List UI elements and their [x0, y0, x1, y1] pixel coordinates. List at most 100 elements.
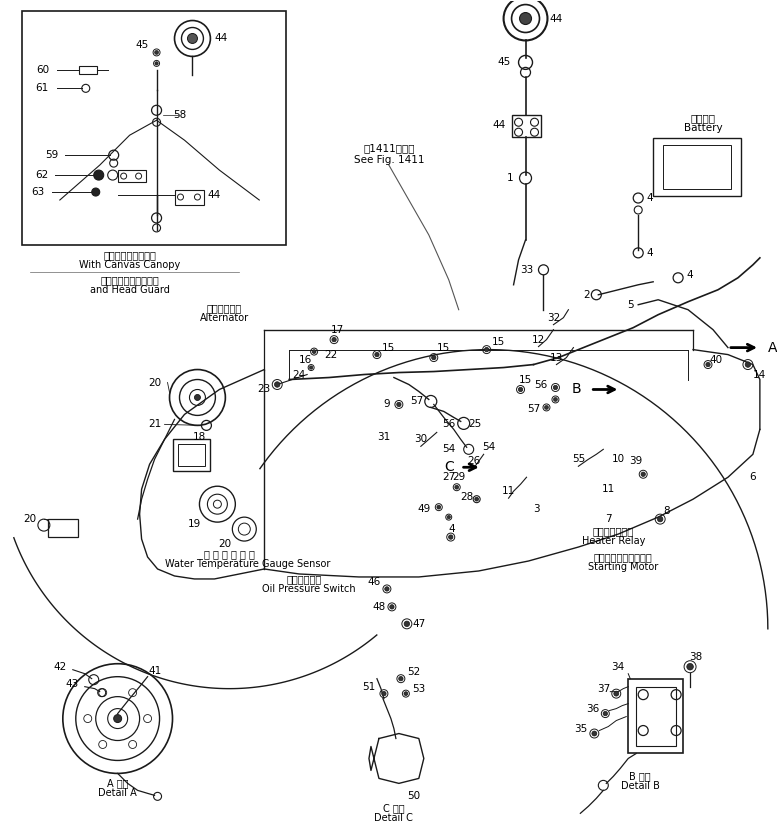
Text: 50: 50: [407, 791, 420, 801]
Text: B: B: [572, 383, 581, 397]
Text: 43: 43: [65, 679, 78, 689]
Circle shape: [92, 188, 99, 196]
Text: Starting Motor: Starting Motor: [588, 562, 658, 572]
Text: オルタネータ: オルタネータ: [207, 303, 242, 313]
Text: おょびヘッドガード付: おょびヘッドガード付: [100, 275, 159, 285]
Text: 6: 6: [750, 472, 756, 483]
Text: C 詳細: C 詳細: [383, 804, 405, 813]
Circle shape: [187, 34, 197, 44]
Circle shape: [390, 605, 394, 609]
Circle shape: [382, 691, 386, 695]
Text: 51: 51: [362, 681, 375, 691]
Text: 12: 12: [532, 335, 545, 345]
Text: 63: 63: [31, 187, 44, 197]
Circle shape: [592, 731, 597, 736]
Text: 54: 54: [482, 442, 495, 452]
Text: 3: 3: [533, 504, 540, 514]
Circle shape: [545, 406, 549, 409]
Bar: [172, 440, 211, 471]
Circle shape: [404, 691, 408, 695]
Text: A 詳細: A 詳細: [107, 778, 128, 789]
Text: 27: 27: [442, 472, 455, 483]
Text: ヒーターリレー: ヒーターリレー: [593, 526, 634, 536]
Circle shape: [332, 337, 336, 342]
Text: 58: 58: [172, 111, 186, 120]
Circle shape: [520, 12, 531, 25]
Text: 10: 10: [611, 455, 625, 464]
Text: 1: 1: [507, 173, 514, 183]
Text: C: C: [444, 460, 454, 474]
Text: 24: 24: [292, 370, 306, 380]
Text: 49: 49: [417, 504, 430, 514]
Circle shape: [155, 62, 159, 65]
Circle shape: [274, 382, 280, 387]
Text: 25: 25: [468, 419, 481, 429]
Bar: [175, 190, 204, 205]
Text: Detail A: Detail A: [99, 789, 137, 799]
Text: 62: 62: [35, 170, 48, 180]
Circle shape: [155, 50, 159, 54]
Text: 30: 30: [414, 434, 427, 445]
Text: 32: 32: [547, 313, 560, 323]
Text: 4: 4: [687, 270, 693, 280]
Circle shape: [375, 352, 379, 356]
Text: 46: 46: [368, 577, 381, 587]
Text: 40: 40: [709, 355, 723, 365]
Bar: [663, 145, 731, 189]
Text: 42: 42: [53, 662, 67, 672]
Text: 17: 17: [330, 325, 343, 335]
Text: 29: 29: [452, 472, 465, 483]
Circle shape: [706, 362, 710, 367]
Bar: [511, 116, 542, 137]
Circle shape: [113, 714, 122, 723]
Text: 2: 2: [583, 290, 590, 299]
Text: 53: 53: [413, 684, 426, 694]
Text: 8: 8: [663, 507, 670, 516]
Text: 48: 48: [372, 602, 385, 612]
Circle shape: [431, 356, 436, 360]
Circle shape: [455, 485, 458, 489]
Text: 44: 44: [214, 34, 228, 44]
Text: With Canvas Canopy: With Canvas Canopy: [79, 260, 180, 270]
Text: 41: 41: [148, 666, 161, 676]
Text: 20: 20: [148, 378, 161, 388]
Text: 19: 19: [188, 519, 201, 529]
Text: 21: 21: [148, 419, 161, 429]
Text: 5: 5: [627, 299, 633, 309]
Text: 4: 4: [647, 193, 653, 203]
Text: Water Temperature Gauge Sensor: Water Temperature Gauge Sensor: [165, 559, 330, 569]
Text: Battery: Battery: [684, 123, 723, 133]
Text: 37: 37: [597, 684, 610, 694]
Text: 39: 39: [629, 456, 643, 466]
Text: 55: 55: [572, 455, 585, 464]
Circle shape: [687, 663, 693, 670]
Text: 28: 28: [460, 493, 473, 502]
Bar: [22, 11, 286, 245]
Text: 20: 20: [23, 514, 37, 524]
Text: 11: 11: [601, 484, 615, 494]
Text: Oil Pressure Switch: Oil Pressure Switch: [263, 584, 356, 594]
Circle shape: [553, 398, 557, 402]
Circle shape: [397, 403, 401, 407]
Text: 11: 11: [502, 486, 515, 496]
Circle shape: [437, 505, 441, 509]
Text: 4: 4: [647, 248, 653, 258]
Circle shape: [745, 362, 751, 367]
Text: 44: 44: [492, 120, 505, 130]
Text: 36: 36: [586, 704, 599, 714]
Circle shape: [641, 472, 646, 477]
Text: 57: 57: [527, 404, 540, 414]
Text: Detail C: Detail C: [375, 813, 413, 823]
Text: 52: 52: [407, 667, 420, 676]
Text: 20: 20: [218, 539, 231, 549]
Text: See Fig. 1411: See Fig. 1411: [354, 155, 424, 165]
Bar: [117, 170, 145, 182]
Text: 60: 60: [37, 65, 50, 75]
Text: 44: 44: [207, 190, 221, 200]
Text: 56: 56: [442, 419, 455, 429]
Circle shape: [94, 170, 103, 180]
Text: 23: 23: [258, 384, 271, 394]
Text: 56: 56: [534, 380, 547, 389]
Text: 第1411図参照: 第1411図参照: [363, 144, 415, 153]
Circle shape: [309, 366, 313, 370]
